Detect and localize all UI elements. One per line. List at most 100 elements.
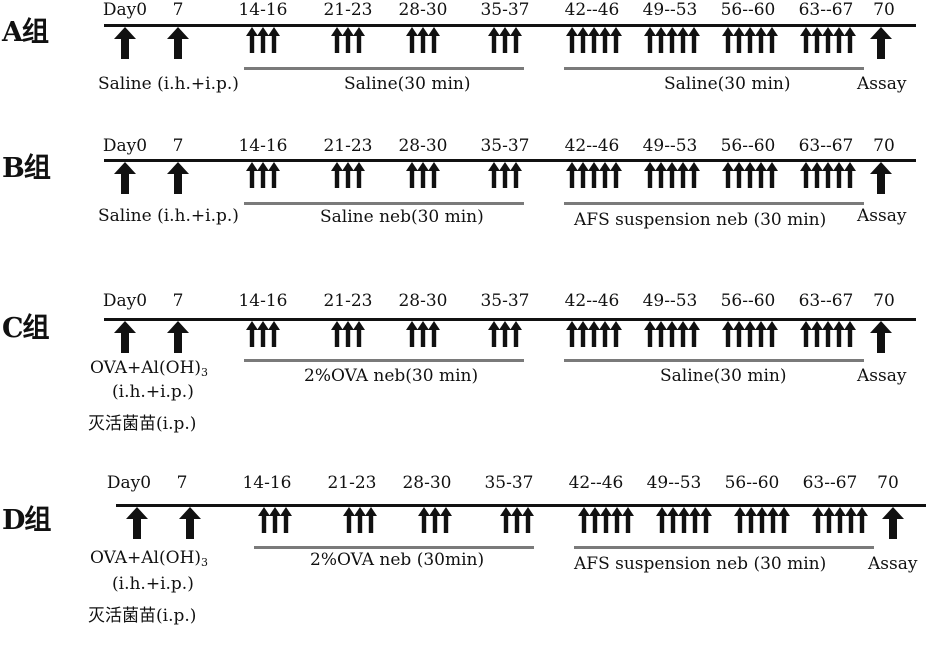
- tick-label: 56--60: [720, 0, 776, 20]
- dose-arrow-icon: [844, 162, 856, 188]
- sensitization-label: Saline (i.h.+i.p.): [98, 206, 239, 226]
- dose-arrow-icon: [417, 27, 429, 53]
- tick-label: 49--53: [642, 291, 698, 311]
- tick-label: 63--67: [798, 0, 854, 20]
- dose-arrow-icon: [766, 321, 778, 347]
- dose-arrow-icon: [417, 321, 429, 347]
- tick-label: 63--67: [798, 136, 854, 156]
- dose-arrow-icon: [406, 27, 418, 53]
- group-label: A组: [2, 17, 49, 48]
- dose-arrow-icon: [599, 27, 611, 53]
- tick-label: 21-23: [327, 473, 377, 493]
- event-arrow-icon: [167, 162, 189, 194]
- dose-arrow-icon: [622, 507, 634, 533]
- dose-arrow-icon: [844, 27, 856, 53]
- group-a: A组 Day0 7 14-16 21-23 28-30 35-37 42--46 49--53…: [0, 0, 931, 160]
- phase2-label: AFS suspension neb (30 min): [574, 554, 827, 574]
- phase2-bar: [564, 202, 864, 205]
- dose-arrow-icon: [844, 321, 856, 347]
- dose-arrow-icon: [268, 27, 280, 53]
- sensitization-text: OVA+Al(OH): [90, 548, 202, 568]
- tick-label: 7: [176, 473, 188, 493]
- dose-arrow-icon: [644, 162, 656, 188]
- event-arrow-icon: [870, 162, 892, 194]
- dose-arrow-icon: [733, 162, 745, 188]
- sensitization-subscript: 3: [201, 556, 209, 569]
- dose-arrow-icon: [677, 162, 689, 188]
- dose-arrow-icon: [722, 321, 734, 347]
- dose-arrow-icon: [268, 321, 280, 347]
- dose-arrow-icon: [655, 162, 667, 188]
- tick-label: 49--53: [646, 473, 702, 493]
- group-c: C组 Day0 7 14-16 21-23 28-30 35-37 42--46 49--53…: [0, 292, 931, 452]
- dose-arrow-icon: [611, 507, 623, 533]
- dose-arrow-icon: [510, 162, 522, 188]
- dose-arrow-icon: [811, 162, 823, 188]
- tick-label: 28-30: [402, 473, 452, 493]
- dose-arrow-icon: [766, 27, 778, 53]
- dose-arrow-icon: [588, 27, 600, 53]
- event-arrow-icon: [114, 162, 136, 194]
- tick-label: 49--53: [642, 136, 698, 156]
- vaccine-label: 灭活菌苗(i.p.): [88, 414, 197, 434]
- dose-arrow-icon: [845, 507, 857, 533]
- dose-arrow-icon: [600, 507, 612, 533]
- dose-arrow-icon: [578, 507, 590, 533]
- group-b: B组 Day0 7 14-16 21-23 28-30 35-37 42--46 49--53…: [0, 136, 931, 296]
- event-arrow-icon: [870, 321, 892, 353]
- dose-arrow-icon: [589, 507, 601, 533]
- dose-arrow-icon: [800, 321, 812, 347]
- dose-arrow-icon: [343, 507, 355, 533]
- tick-label: 35-37: [480, 291, 530, 311]
- dose-arrow-icon: [688, 162, 700, 188]
- sensitization-route: (i.h.+i.p.): [112, 382, 194, 402]
- tick-label: 7: [172, 136, 184, 156]
- dose-arrow-icon: [655, 27, 667, 53]
- timeline: [104, 159, 916, 162]
- dose-arrow-icon: [353, 27, 365, 53]
- dose-arrow-icon: [428, 321, 440, 347]
- dose-arrow-icon: [734, 507, 746, 533]
- dose-arrow-icon: [577, 321, 589, 347]
- dose-arrow-icon: [280, 507, 292, 533]
- dose-arrow-icon: [488, 162, 500, 188]
- dose-arrow-icon: [833, 321, 845, 347]
- tick-label: 21-23: [323, 136, 373, 156]
- dose-arrow-icon: [365, 507, 377, 533]
- dose-arrow-icon: [406, 162, 418, 188]
- dose-arrow-icon: [800, 162, 812, 188]
- assay-label: Assay: [857, 74, 907, 94]
- sensitization-label: OVA+Al(OH)3: [90, 358, 208, 379]
- tick-label: 35-37: [480, 136, 530, 156]
- tick-label: 14-16: [238, 0, 288, 20]
- dose-arrow-icon: [354, 507, 366, 533]
- dose-arrow-icon: [755, 162, 767, 188]
- dose-arrow-icon: [811, 321, 823, 347]
- dose-arrow-icon: [666, 321, 678, 347]
- dose-arrow-icon: [667, 507, 679, 533]
- dose-arrow-icon: [833, 162, 845, 188]
- dose-arrow-icon: [566, 162, 578, 188]
- tick-label: 14-16: [242, 473, 292, 493]
- dose-arrow-icon: [610, 27, 622, 53]
- tick-label: 42--46: [564, 136, 620, 156]
- tick-label: 70: [873, 291, 895, 311]
- dose-arrow-icon: [733, 321, 745, 347]
- dose-arrow-icon: [778, 507, 790, 533]
- dose-arrow-icon: [417, 162, 429, 188]
- dose-arrow-icon: [666, 27, 678, 53]
- tick-label: 14-16: [238, 136, 288, 156]
- dose-arrow-icon: [722, 162, 734, 188]
- phase1-label: 2%OVA neb (30min): [310, 550, 485, 570]
- dose-arrow-icon: [510, 27, 522, 53]
- dose-arrow-icon: [823, 507, 835, 533]
- event-arrow-icon: [114, 321, 136, 353]
- dose-arrow-icon: [331, 27, 343, 53]
- event-arrow-icon: [882, 507, 904, 539]
- phase2-bar: [564, 67, 864, 70]
- assay-label: Assay: [857, 366, 907, 386]
- dose-arrow-icon: [577, 27, 589, 53]
- event-arrow-icon: [870, 27, 892, 59]
- dose-arrow-icon: [812, 507, 824, 533]
- dose-arrow-icon: [246, 27, 258, 53]
